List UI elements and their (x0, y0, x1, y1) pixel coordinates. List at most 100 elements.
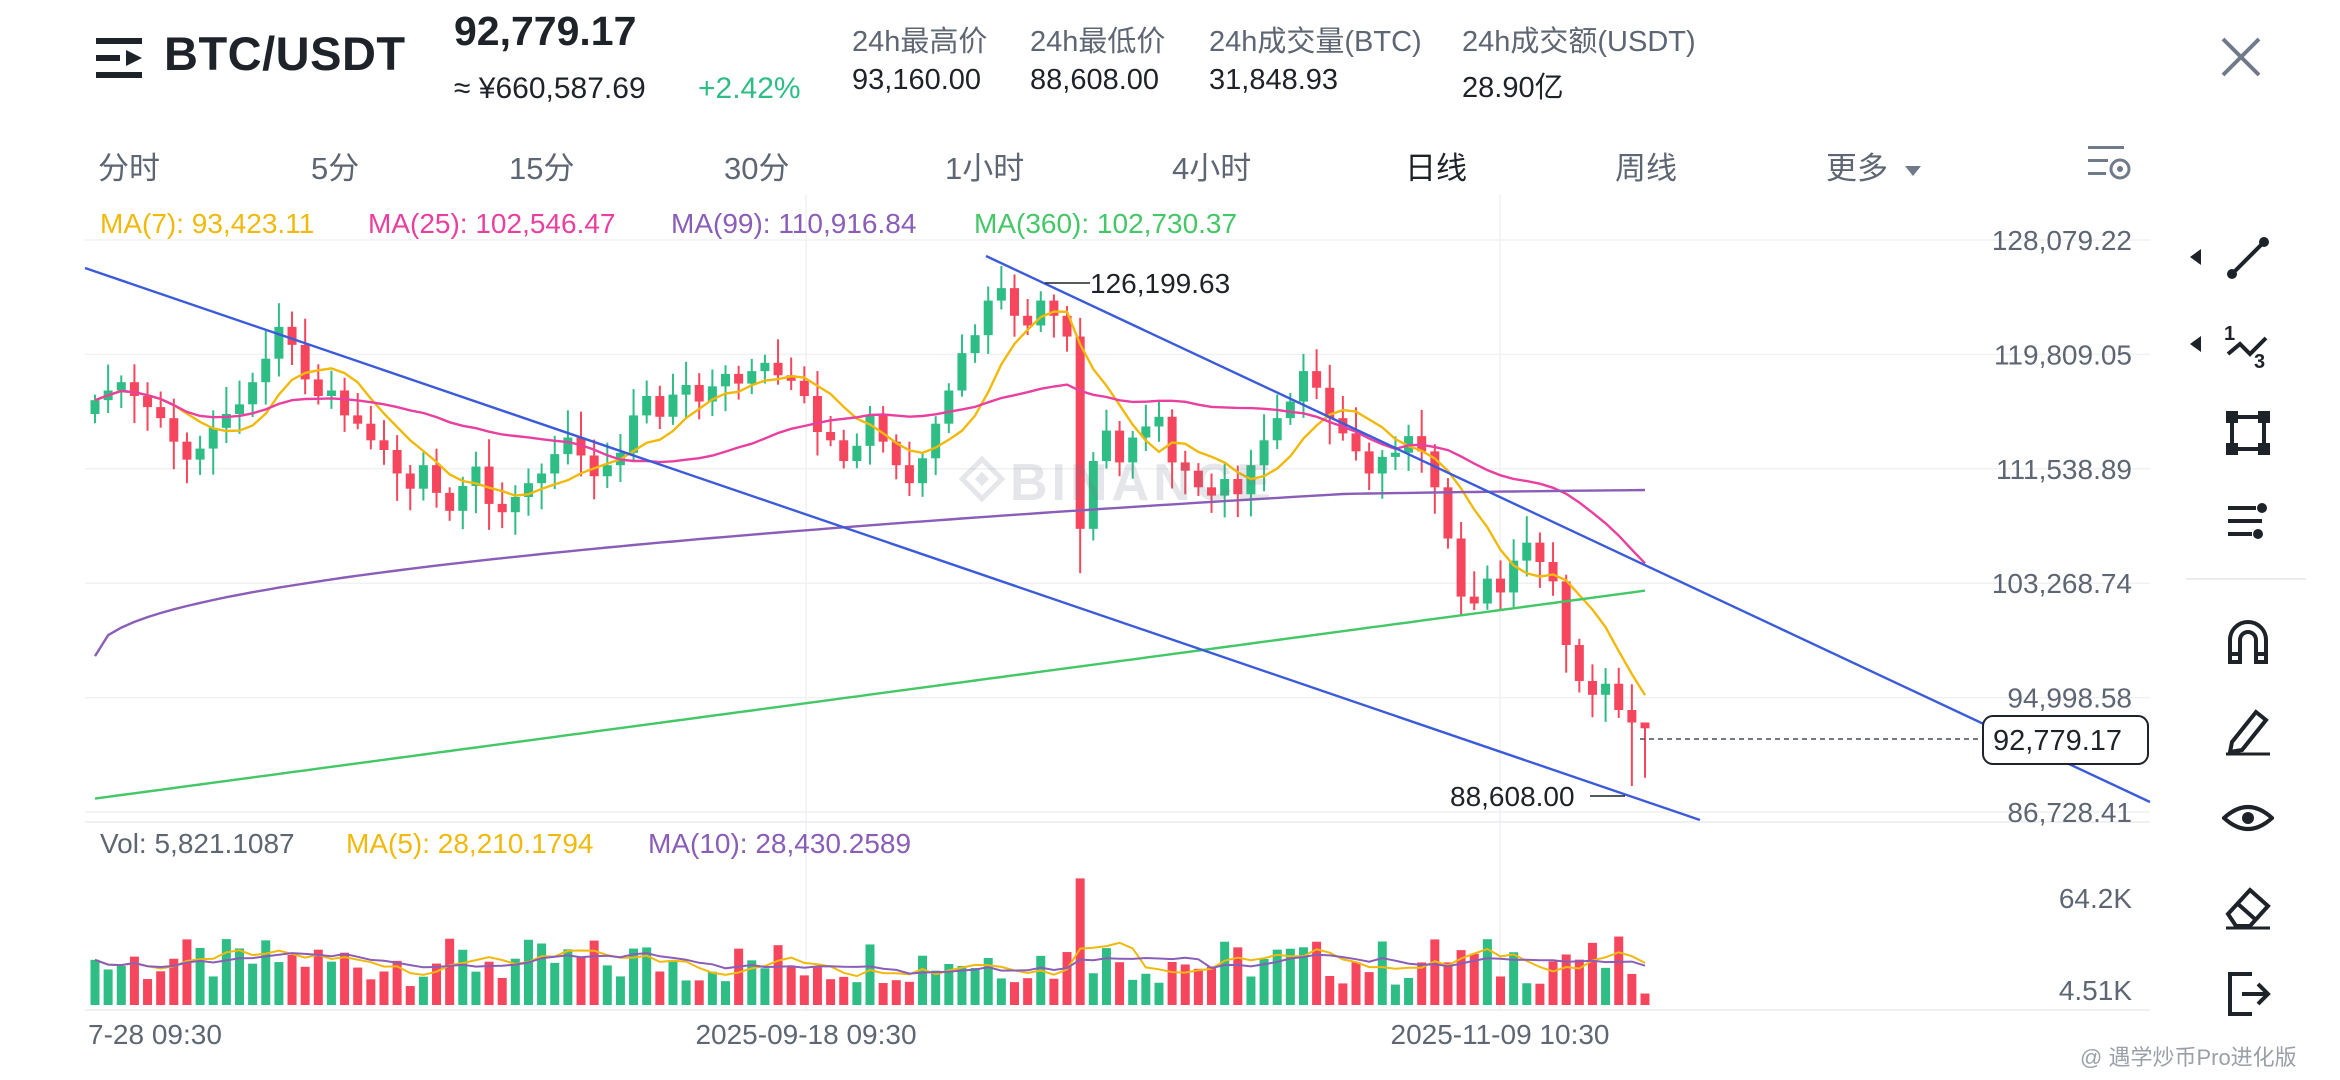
candle-body (510, 497, 520, 513)
fibonacci-tool-icon[interactable]: 1 3 (2222, 318, 2274, 370)
volume-bar (458, 949, 468, 1005)
candle-body (523, 483, 533, 498)
candle-body (340, 390, 350, 416)
tab-more-label: 更多 (1826, 151, 1888, 186)
volume-bar (1233, 947, 1243, 1005)
volume-bar (721, 981, 731, 1005)
vol-ma5-legend: MA(5): 28,210.1794 (346, 828, 594, 859)
candle-body (786, 375, 796, 381)
tab-1d[interactable]: 日线 (1405, 151, 1467, 186)
volume-bar (274, 962, 284, 1005)
shape-tool-icon[interactable] (2222, 407, 2274, 459)
price-axis-label: 111,538.89 (1996, 454, 2132, 485)
volume-bar (931, 970, 941, 1005)
exit-icon[interactable] (2222, 968, 2274, 1020)
candle-body (602, 465, 612, 477)
upper-trendline[interactable] (985, 254, 2151, 804)
candle-body (221, 414, 231, 428)
volume-bar (1574, 959, 1584, 1005)
eye-icon[interactable] (2222, 792, 2274, 844)
magnet-icon[interactable] (2222, 616, 2274, 668)
stat-low-label: 24h最低价 (1030, 26, 1166, 58)
close-icon[interactable] (2216, 32, 2266, 82)
candle-body (1180, 462, 1190, 471)
candle-body (1233, 479, 1243, 495)
volume-bar (602, 965, 612, 1005)
caret-down-icon (1904, 165, 1921, 176)
candle-body (169, 418, 179, 442)
tab-5m[interactable]: 5分 (311, 151, 360, 186)
candle-body (983, 300, 993, 336)
candle-body (589, 455, 599, 477)
volume-bar (1220, 941, 1230, 1005)
volume-bar (90, 959, 100, 1005)
candle-body (287, 326, 297, 345)
lower-trendline[interactable] (84, 266, 1701, 822)
tool-expand-arrow-2[interactable] (2190, 336, 2201, 352)
candle-body (90, 400, 100, 415)
candle-body (1272, 418, 1282, 441)
candle-body (1207, 487, 1217, 496)
volume-bar (1601, 967, 1611, 1005)
parallel-lines-tool-icon[interactable] (2222, 494, 2274, 546)
volume-bar (773, 945, 783, 1005)
candle-body (208, 427, 218, 449)
volume-bar (589, 940, 599, 1005)
tab-timeline[interactable]: 分时 (98, 151, 160, 186)
candle-body (497, 503, 507, 513)
candle-body (129, 382, 139, 397)
tab-1w[interactable]: 周线 (1615, 151, 1677, 186)
candle-body (366, 423, 376, 441)
chart-settings-icon[interactable] (2088, 142, 2132, 182)
volume-bar (1443, 962, 1453, 1005)
candle-body (918, 458, 928, 484)
volume-bar (681, 980, 691, 1005)
time-axis-label: 2025-09-18 09:30 (695, 1019, 916, 1050)
candle-body (852, 445, 862, 462)
pencil-icon[interactable] (2222, 704, 2274, 756)
candle-body (300, 344, 310, 380)
candle-body (1298, 371, 1308, 402)
candle-body (799, 380, 809, 397)
trendline-tool-icon[interactable] (2222, 232, 2274, 284)
ma360-line (94, 589, 1646, 800)
candle-body (313, 379, 323, 397)
volume-bar (734, 948, 744, 1005)
ma99-line (93, 488, 1646, 657)
volume-axis-label: 4.51K (2059, 975, 2132, 1006)
ma25-line (94, 383, 1646, 565)
volume-bar (655, 971, 665, 1005)
candle-body (1088, 461, 1098, 529)
chart-grid (85, 195, 2150, 1011)
volume-bar (129, 956, 139, 1005)
volume-bar (839, 976, 849, 1005)
tab-4h[interactable]: 4小时 (1172, 151, 1252, 186)
volume-bar (1325, 976, 1335, 1005)
pair-title[interactable]: BTC/USDT (164, 27, 406, 80)
candle-body (1627, 710, 1637, 723)
volume-bar (208, 976, 218, 1005)
candle-body (1023, 315, 1033, 326)
tab-30m[interactable]: 30分 (724, 151, 790, 186)
eraser-icon[interactable] (2222, 880, 2274, 932)
volume-bar (1640, 993, 1650, 1005)
volume-bar (1587, 942, 1597, 1005)
volume-bar (786, 965, 796, 1005)
volume-bar (379, 971, 389, 1005)
volume-bar (747, 960, 757, 1005)
volume-bar (182, 939, 192, 1005)
tab-1h[interactable]: 1小时 (945, 151, 1025, 186)
volume-bar (576, 957, 586, 1005)
volume-bar (392, 960, 402, 1005)
volume-bar (326, 961, 336, 1005)
menu-icon[interactable] (96, 36, 144, 80)
tool-expand-arrow[interactable] (2190, 249, 2201, 265)
candle-body (891, 441, 901, 466)
volume-bar (1364, 972, 1374, 1005)
tab-more[interactable]: 更多 (1826, 143, 1923, 188)
volume-bar (826, 979, 836, 1005)
tab-15m[interactable]: 15分 (509, 151, 575, 186)
volume-bar (156, 971, 166, 1005)
candle-body (261, 358, 271, 383)
